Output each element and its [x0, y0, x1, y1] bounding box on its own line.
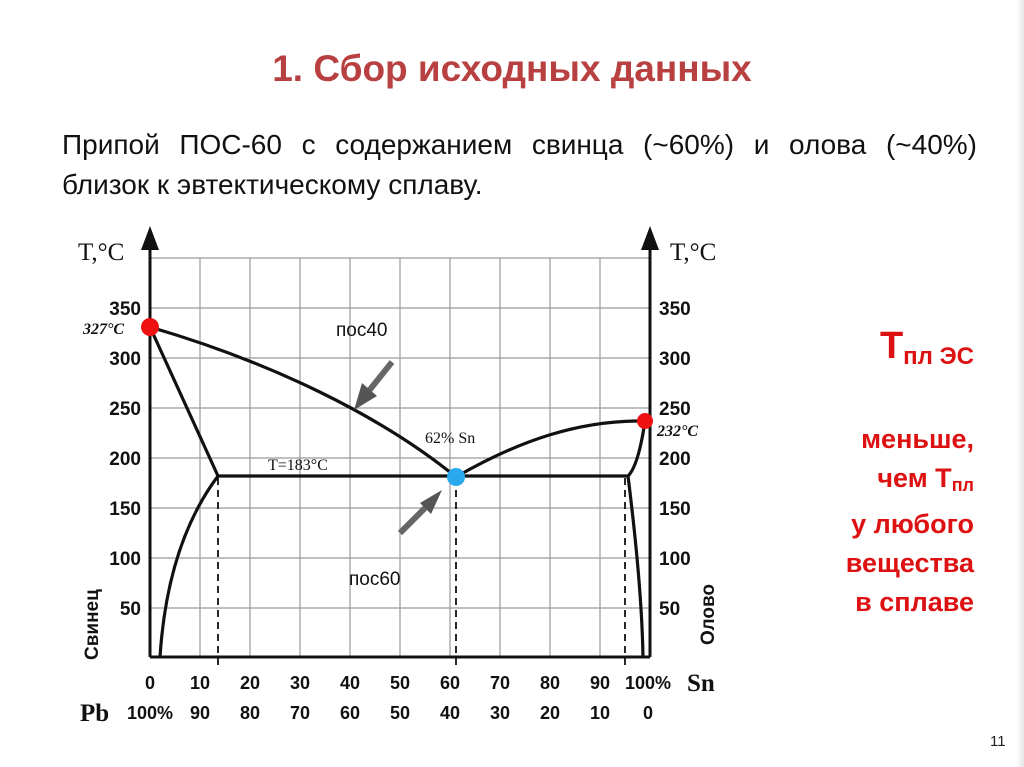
solvus-pb — [158, 475, 220, 658]
y-tick-left-50: 50 — [120, 599, 141, 620]
slide-title: 1. Сбор исходных данных — [272, 48, 752, 89]
y-tick-right-350: 350 — [659, 299, 691, 320]
note-line-2: чем Tпл — [877, 463, 974, 495]
arrow-icon-pos60 — [397, 490, 442, 536]
t-subscript: пл ЭС — [903, 343, 974, 370]
y-tick-right-250: 250 — [659, 399, 691, 420]
x-tick-sn-100: 100% — [625, 673, 671, 693]
intro-text: Припой ПОС-60 с содержанием свинца (~60%… — [62, 129, 977, 200]
left-y-ticks: 350 300 250 200 150 100 50 — [109, 299, 141, 620]
sn-x-ticks: 0 10 20 30 40 50 60 70 80 90 100% — [145, 673, 671, 693]
eutectic-point — [447, 468, 465, 486]
x-tick-sn-80: 80 — [540, 673, 560, 693]
t-symbol: T — [879, 325, 904, 367]
y-tick-right-150: 150 — [659, 499, 691, 520]
left-element-label: Свинец — [82, 589, 103, 660]
x-tick-sn-40: 40 — [340, 673, 360, 693]
y-tick-left-150: 150 — [109, 499, 141, 520]
note-line-3: у любого — [851, 509, 974, 539]
y-tick-left-300: 300 — [109, 349, 141, 370]
y-tick-left-100: 100 — [109, 549, 141, 570]
x-tick-sn-30: 30 — [290, 673, 310, 693]
x-tick-pb-70: 70 — [290, 703, 310, 723]
right-axis-label: T,°C — [670, 239, 716, 266]
x-tick-sn-90: 90 — [590, 673, 610, 693]
pos40-label: пос40 — [336, 320, 388, 341]
solidus-pb — [148, 326, 220, 477]
x-tick-pb-50: 50 — [390, 703, 410, 723]
note-line-5: в сплаве — [855, 587, 974, 617]
liquidus-sn — [455, 419, 646, 479]
y-tick-left-350: 350 — [109, 299, 141, 320]
solidus-sn — [626, 420, 647, 478]
eutectic-comp-label: 62% Sn — [425, 430, 475, 447]
page-number: 11 — [990, 733, 1006, 750]
right-y-ticks: 350 300 250 200 150 100 50 — [659, 299, 691, 620]
x-tick-pb-30: 30 — [490, 703, 510, 723]
x-tick-pb-80: 80 — [240, 703, 260, 723]
sn-melting-point — [637, 413, 653, 429]
y-tick-right-200: 200 — [659, 449, 691, 470]
liquidus-pb — [149, 325, 458, 479]
right-element-label: Олово — [698, 584, 719, 645]
x-tick-sn-60: 60 — [440, 673, 460, 693]
x-tick-pb-60: 60 — [340, 703, 360, 723]
solvus-sn — [626, 475, 645, 658]
pos60-label: пос60 — [349, 569, 401, 590]
phase-curves — [148, 325, 647, 658]
grid — [150, 257, 650, 657]
y-tick-right-300: 300 — [659, 349, 691, 370]
melting-temp-label: Tпл ЭС — [880, 325, 974, 371]
left-axis-arrow-icon — [141, 226, 159, 250]
note-line-4: вещества — [845, 548, 974, 578]
x-tick-pb-20: 20 — [540, 703, 560, 723]
note-line-1: меньше, — [861, 424, 974, 454]
dashed-guides — [217, 478, 626, 665]
y-tick-left-250: 250 — [109, 399, 141, 420]
left-axis-label: T,°C — [78, 239, 124, 266]
y-tick-right-50: 50 — [659, 599, 680, 620]
y-tick-left-200: 200 — [109, 449, 141, 470]
x-tick-sn-10: 10 — [190, 673, 210, 693]
pb-melt-label: 327°C — [82, 321, 124, 338]
x-tick-sn-20: 20 — [240, 673, 260, 693]
x-tick-pb-40: 40 — [440, 703, 460, 723]
eutectic-line-label: T=183°C — [268, 457, 328, 474]
x-tick-pb-90: 90 — [190, 703, 210, 723]
right-axis-arrow-icon — [641, 226, 659, 250]
slide-edge-shadow — [1016, 0, 1024, 767]
pb-axis-label: Pb — [80, 700, 109, 727]
x-tick-pb-10: 10 — [590, 703, 610, 723]
arrow-icon-pos40 — [354, 360, 395, 410]
x-tick-sn-0: 0 — [145, 673, 155, 693]
x-tick-sn-50: 50 — [390, 673, 410, 693]
pb-melting-point — [141, 318, 159, 336]
sn-axis-label: Sn — [687, 670, 715, 697]
note-text: меньше, чем Tпл у любого вещества в спла… — [846, 420, 974, 622]
x-tick-sn-70: 70 — [490, 673, 510, 693]
x-tick-pb-0: 0 — [643, 703, 653, 723]
x-tick-pb-100: 100% — [127, 703, 173, 723]
y-tick-right-100: 100 — [659, 549, 691, 570]
sn-melt-label: 232°C — [656, 423, 698, 440]
pb-x-ticks: 100% 90 80 70 60 50 40 30 20 10 0 — [127, 703, 653, 723]
